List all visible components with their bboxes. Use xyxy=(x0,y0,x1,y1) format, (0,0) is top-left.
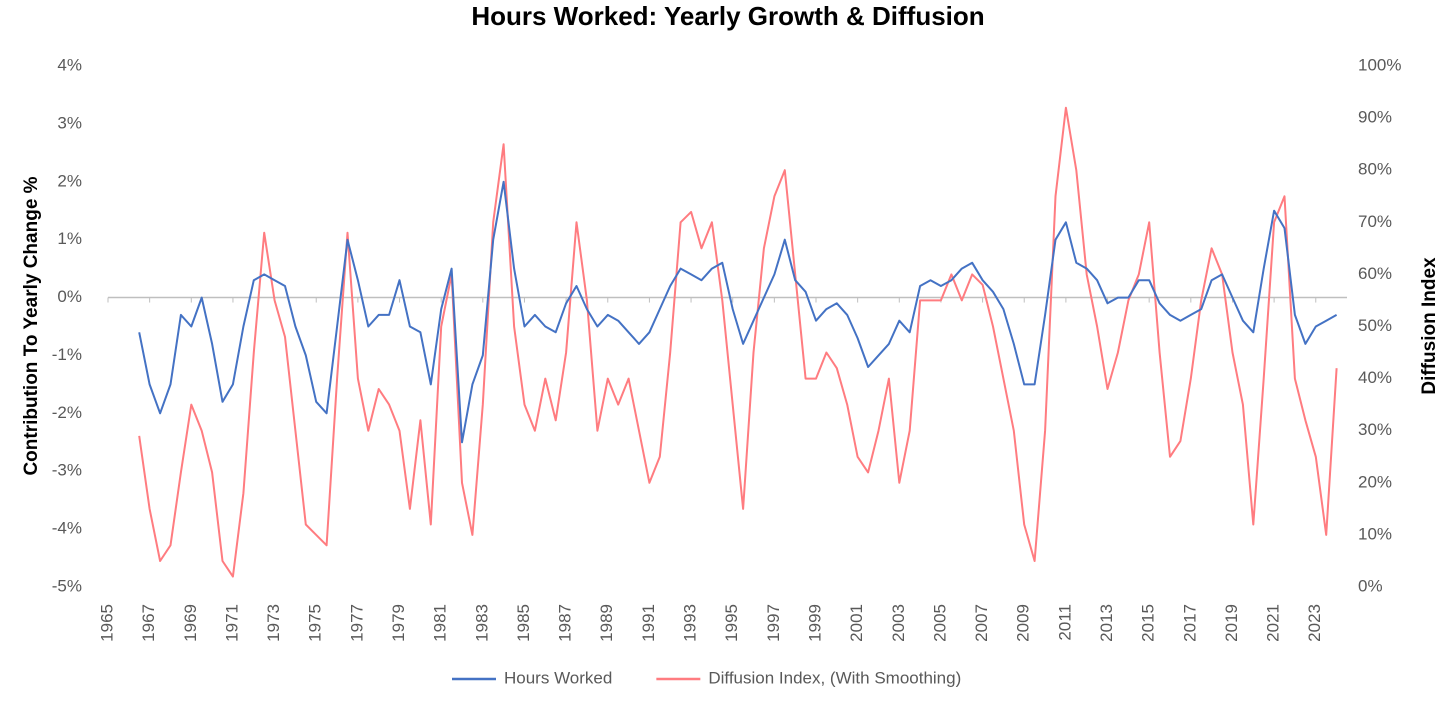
x-tick-label: 1981 xyxy=(431,604,450,642)
x-tick-label: 1983 xyxy=(472,604,491,642)
y2-tick-label: 80% xyxy=(1358,160,1392,179)
x-tick-label: 2019 xyxy=(1222,604,1241,642)
y-axis-label: Contribution To Yearly Change % xyxy=(21,176,42,475)
y-tick-label: -3% xyxy=(52,461,82,480)
legend-label: Hours Worked xyxy=(504,668,612,687)
chart-title: Hours Worked: Yearly Growth & Diffusion xyxy=(471,1,984,31)
y2-tick-label: 10% xyxy=(1358,524,1392,543)
y-tick-label: -2% xyxy=(52,403,82,422)
x-tick-label: 1979 xyxy=(389,604,408,642)
x-tick-label: 2001 xyxy=(847,604,866,642)
x-tick-label: 1997 xyxy=(764,604,783,642)
x-tick-label: 2007 xyxy=(972,604,991,642)
y-tick-label: -1% xyxy=(52,345,82,364)
y2-tick-label: 30% xyxy=(1358,420,1392,439)
legend-label: Diffusion Index, (With Smoothing) xyxy=(708,668,961,687)
x-tick-label: 2015 xyxy=(1139,604,1158,642)
y2-tick-label: 100% xyxy=(1358,55,1401,74)
y2-tick-label: 60% xyxy=(1358,264,1392,283)
x-tick-label: 1977 xyxy=(347,604,366,642)
y2-tick-label: 40% xyxy=(1358,368,1392,387)
x-tick-label: 2023 xyxy=(1305,604,1324,642)
y2-tick-label: 50% xyxy=(1358,316,1392,335)
x-tick-label: 1995 xyxy=(722,604,741,642)
x-tick-label: 2005 xyxy=(930,604,949,642)
y-tick-label: -5% xyxy=(52,576,82,595)
x-tick-label: 2003 xyxy=(889,604,908,642)
x-tick-label: 1987 xyxy=(556,604,575,642)
y2-axis-label: Diffusion Index xyxy=(1419,257,1440,395)
x-tick-label: 1969 xyxy=(181,604,200,642)
y2-tick-label: 70% xyxy=(1358,212,1392,231)
y-tick-label: 4% xyxy=(57,55,82,74)
x-tick-label: 2009 xyxy=(1014,604,1033,642)
x-tick-label: 1993 xyxy=(681,604,700,642)
x-tick-label: 1973 xyxy=(264,604,283,642)
x-tick-label: 1985 xyxy=(514,604,533,642)
y2-tick-label: 90% xyxy=(1358,108,1392,127)
x-tick-label: 1971 xyxy=(222,604,241,642)
y2-tick-label: 20% xyxy=(1358,472,1392,491)
x-tick-label: 2013 xyxy=(1097,604,1116,642)
x-tick-label: 2021 xyxy=(1264,604,1283,642)
series-line xyxy=(138,106,1338,578)
y-tick-label: 0% xyxy=(57,287,82,306)
x-tick-label: 1999 xyxy=(805,604,824,642)
x-tick-label: 1989 xyxy=(597,604,616,642)
x-tick-label: 2011 xyxy=(1055,604,1074,641)
y-tick-label: -4% xyxy=(52,519,82,538)
x-tick-label: 1991 xyxy=(639,604,658,642)
y-tick-label: 2% xyxy=(57,171,82,190)
y-tick-label: 1% xyxy=(57,229,82,248)
series-line xyxy=(138,180,1338,444)
x-tick-label: 1975 xyxy=(306,604,325,642)
y-tick-label: 3% xyxy=(57,113,82,132)
y2-tick-label: 0% xyxy=(1358,576,1383,595)
x-tick-label: 1965 xyxy=(97,604,116,642)
x-tick-label: 2017 xyxy=(1180,604,1199,642)
x-tick-label: 1967 xyxy=(139,604,158,642)
